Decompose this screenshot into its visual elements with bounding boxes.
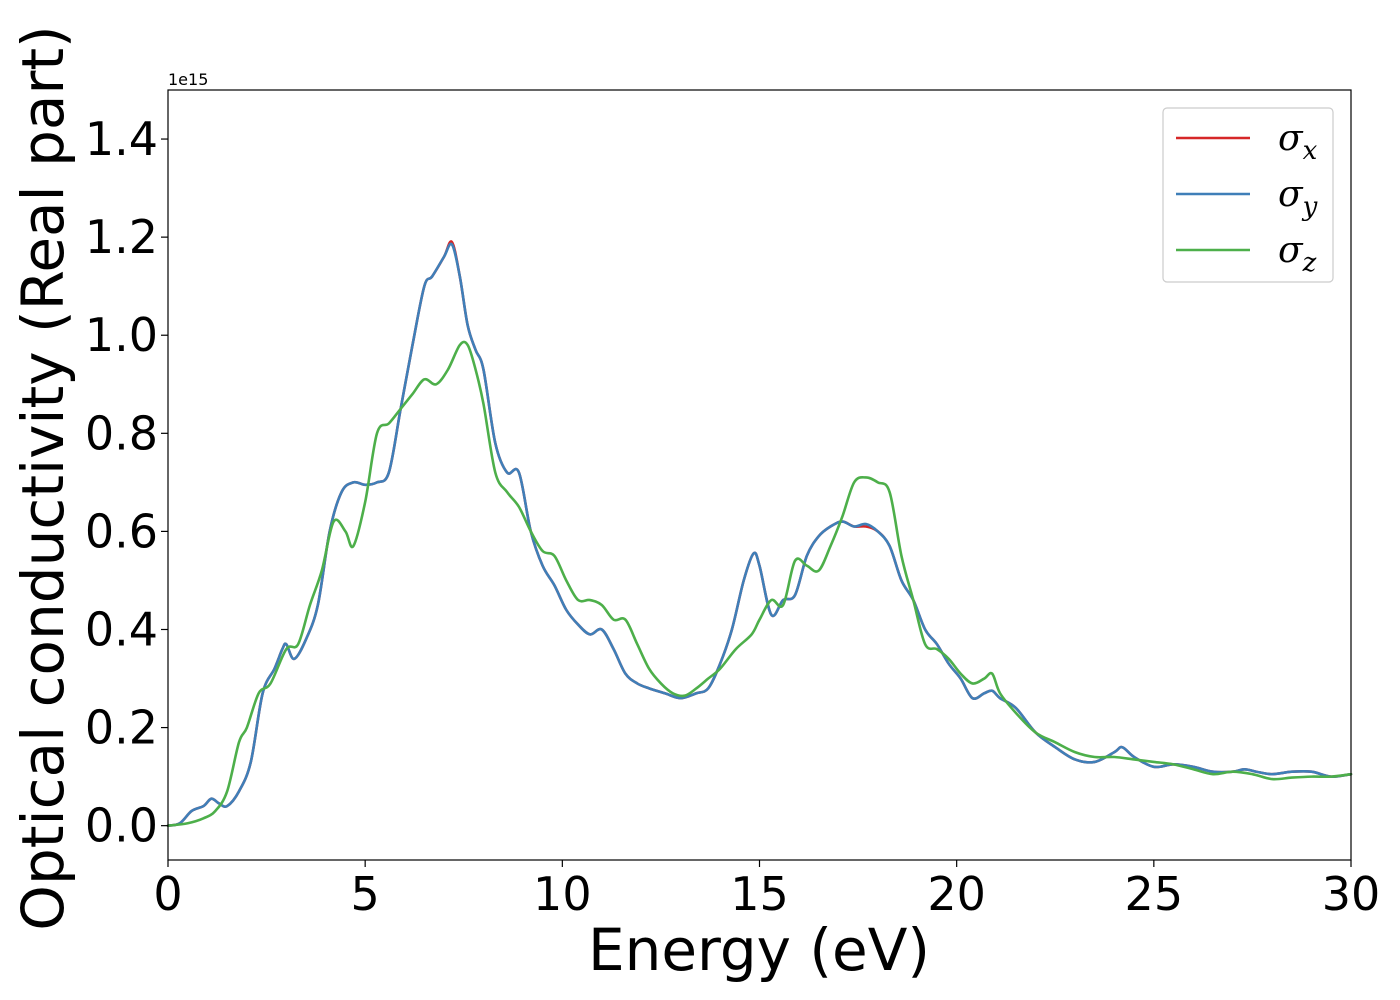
x-tick-label: 0 — [153, 867, 182, 921]
y-tick-label: 1.4 — [85, 112, 158, 166]
y-tick-label: 0.2 — [85, 701, 158, 755]
y-tick-label: 1.2 — [85, 210, 158, 264]
y-tick-label: 0.8 — [85, 406, 158, 460]
y-tick-label: 1.0 — [85, 308, 158, 362]
x-tick-label: 30 — [1322, 867, 1381, 921]
series-line-z — [166, 340, 1353, 827]
y-axis-ticks: 0.0 0.2 0.4 0.6 0.8 1.0 1.2 1.4 — [85, 112, 168, 853]
x-tick-label: 5 — [351, 867, 380, 921]
x-axis-ticks: 0 5 10 15 20 25 30 — [153, 860, 1380, 921]
legend-label-y: σy — [1278, 174, 1318, 222]
series-layer — [166, 240, 1353, 827]
x-tick-label: 10 — [533, 867, 592, 921]
x-tick-label: 20 — [927, 867, 986, 921]
legend-label-z: σz — [1278, 230, 1317, 278]
x-axis-title: Energy (eV) — [588, 916, 930, 984]
y-tick-label: 0.6 — [85, 504, 158, 558]
y-axis-title: Optical conductivity (Real part) — [9, 25, 77, 930]
y-offset-label: 1e15 — [168, 70, 208, 89]
y-tick-label: 0.0 — [85, 799, 158, 853]
y-tick-label: 0.4 — [85, 602, 158, 656]
legend-label-x: σx — [1278, 118, 1318, 166]
legend: σx σy σz — [1162, 107, 1334, 283]
x-tick-label: 15 — [730, 867, 789, 921]
x-tick-label: 25 — [1125, 867, 1184, 921]
